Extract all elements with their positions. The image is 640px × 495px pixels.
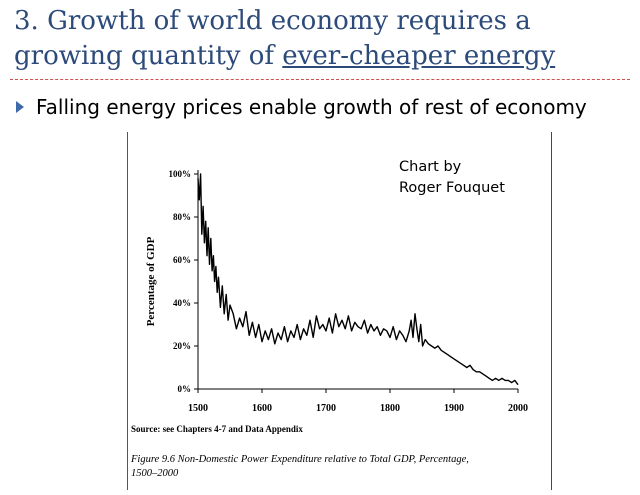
figure-caption: Figure 9.6 Non-Domestic Power Expenditur… bbox=[131, 453, 543, 481]
slide-title-line1: 3. Growth of world economy requires a bbox=[14, 6, 531, 36]
figure-caption-line1: Figure 9.6 Non-Domestic Power Expenditur… bbox=[131, 454, 469, 465]
chart-credit-line2: Roger Fouquet bbox=[399, 180, 505, 196]
source-note: Source: see Chapters 4-7 and Data Append… bbox=[131, 424, 303, 434]
y-tick-label: 100% bbox=[169, 169, 192, 179]
x-tick-label: 1800 bbox=[380, 403, 400, 414]
chart-credit: Chart by Roger Fouquet bbox=[399, 157, 539, 199]
bullet-text: Falling energy prices enable growth of r… bbox=[36, 95, 587, 119]
energy-expenditure-chart: 0% 20% 40% 60% 80% 100% 1500 1600 1700 1800 1900 20… bbox=[145, 169, 528, 414]
y-axis-label: Percentage of GDP bbox=[145, 236, 157, 326]
x-tick-label: 1700 bbox=[316, 403, 336, 414]
chart-credit-line1: Chart by bbox=[399, 159, 462, 175]
x-tick-label: 1600 bbox=[252, 403, 272, 414]
slide-title: 3. Growth of world economy requires a gr… bbox=[14, 4, 629, 74]
y-tick-label: 40% bbox=[173, 298, 191, 308]
chart-frame: 0% 20% 40% 60% 80% 100% 1500 1600 1700 1800 1900 20… bbox=[127, 132, 552, 490]
x-tick-label: 2000 bbox=[508, 403, 528, 414]
slide-title-line2-prefix: growing quantity of bbox=[14, 41, 283, 71]
series-line bbox=[197, 173, 519, 386]
bullet-point: Falling energy prices enable growth of r… bbox=[16, 94, 631, 120]
x-tick-label: 1900 bbox=[444, 403, 464, 414]
y-tick-label: 60% bbox=[173, 255, 191, 265]
bullet-arrow-icon bbox=[16, 101, 24, 113]
y-tick-label: 20% bbox=[173, 341, 191, 351]
figure-caption-line2: 1500–2000 bbox=[131, 468, 179, 479]
y-tick-label: 0% bbox=[178, 384, 192, 394]
slide-title-underlined: ever-cheaper energy bbox=[282, 41, 556, 71]
title-divider bbox=[10, 79, 630, 80]
y-tick-label: 80% bbox=[173, 212, 191, 222]
x-tick-label: 1500 bbox=[188, 403, 208, 414]
